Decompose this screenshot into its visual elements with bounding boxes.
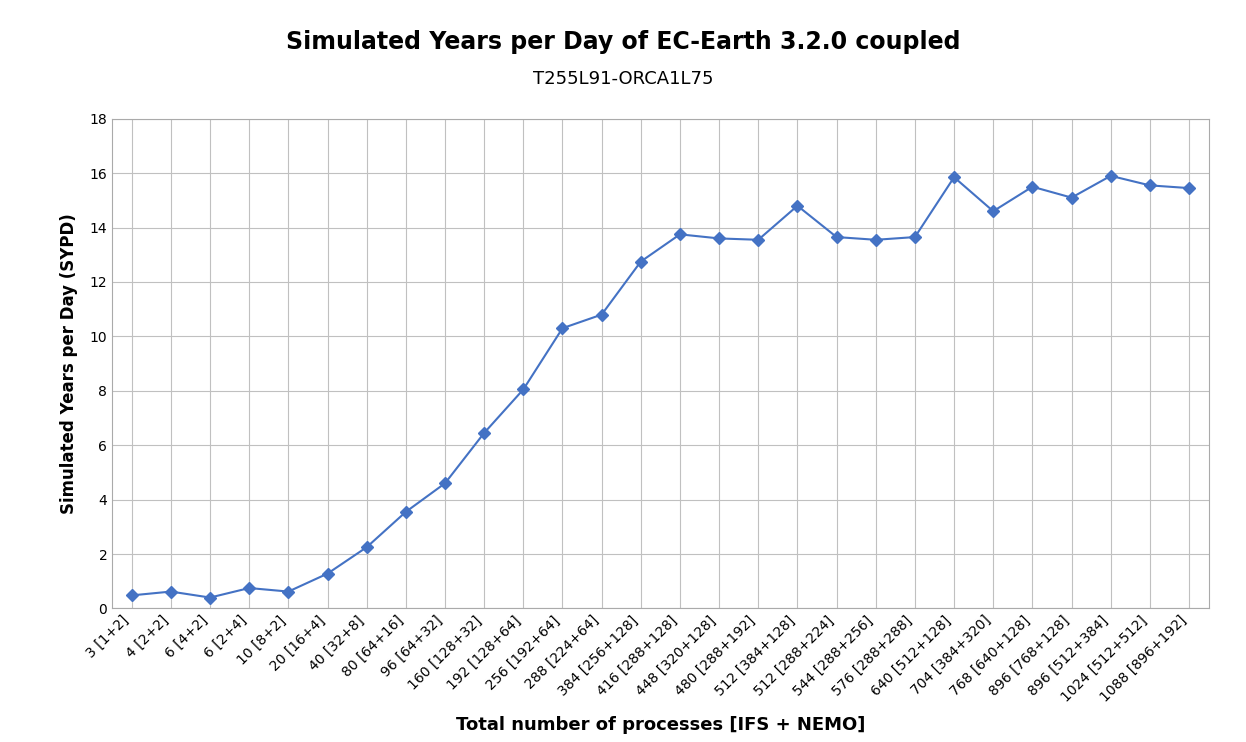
- Text: Simulated Years per Day of EC-Earth 3.2.0 coupled: Simulated Years per Day of EC-Earth 3.2.…: [285, 30, 961, 53]
- X-axis label: Total number of processes [IFS + NEMO]: Total number of processes [IFS + NEMO]: [456, 716, 865, 734]
- Text: T255L91-ORCA1L75: T255L91-ORCA1L75: [533, 70, 713, 88]
- Y-axis label: Simulated Years per Day (SYPD): Simulated Years per Day (SYPD): [60, 213, 78, 514]
